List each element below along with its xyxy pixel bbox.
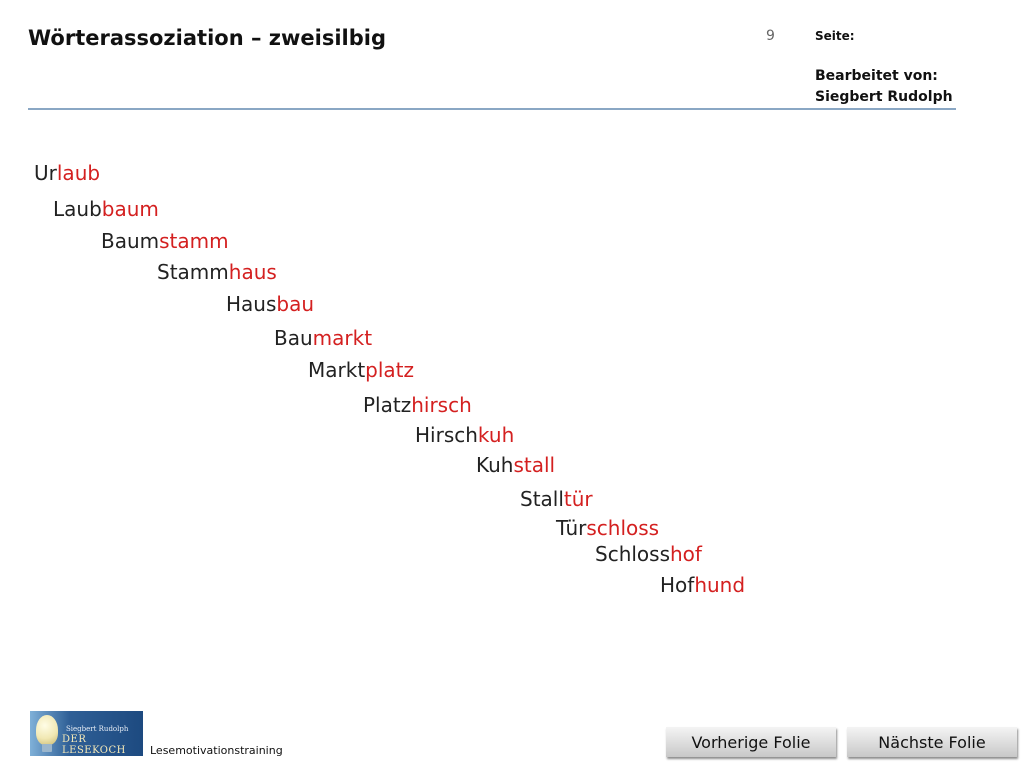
word-first-part: Platz (363, 393, 412, 417)
word-second-part: platz (365, 358, 415, 382)
word-first-part: Bau (274, 326, 313, 350)
word-second-part: hof (670, 542, 702, 566)
word-first-part: Hirsch (415, 423, 478, 447)
word-second-part: laub (56, 161, 101, 185)
chain-word: Urlaub (34, 161, 100, 185)
word-first-part: Stall (520, 487, 564, 511)
word-second-part: stall (513, 453, 556, 477)
chain-word: Hofhund (660, 573, 745, 597)
author-name: Siegbert Rudolph (815, 89, 953, 105)
lesekoch-logo: Siegbert Rudolph DER LESEKOCH (30, 711, 143, 756)
previous-slide-button[interactable]: Vorherige Folie (666, 727, 836, 757)
chain-word: Stalltür (520, 487, 593, 511)
edited-by-label: Bearbeitet von: (815, 68, 938, 84)
word-first-part: Haus (226, 292, 277, 316)
word-first-part: Hof (660, 573, 695, 597)
word-second-part: hund (694, 573, 746, 597)
logo-author-text: Siegbert Rudolph (66, 725, 129, 733)
word-first-part: Markt (308, 358, 366, 382)
chain-word: Baumstamm (101, 229, 229, 253)
word-second-part: markt (312, 326, 373, 350)
word-first-part: Kuh (476, 453, 514, 477)
chain-word: Schlosshof (595, 542, 702, 566)
word-second-part: hirsch (411, 393, 472, 417)
word-first-part: Tür (556, 516, 587, 540)
word-first-part: Ur (34, 161, 57, 185)
lightbulb-icon (36, 715, 58, 745)
word-second-part: bau (276, 292, 315, 316)
header-divider (28, 108, 956, 110)
lightbulb-base (42, 744, 52, 752)
author-block: Bearbeitet von: Siegbert Rudolph (815, 66, 953, 108)
chain-word: Hirschkuh (415, 423, 514, 447)
word-second-part: stamm (159, 229, 229, 253)
chain-word: Türschloss (556, 516, 659, 540)
logo-brand-text: DER LESEKOCH (62, 734, 126, 756)
chain-word: Hausbau (226, 292, 314, 316)
chain-word: Baumarkt (274, 326, 372, 350)
page-label: Seite: (815, 29, 855, 43)
chain-word: Stammhaus (157, 260, 277, 284)
word-first-part: Laub (53, 197, 102, 221)
chain-word: Kuhstall (476, 453, 555, 477)
next-slide-button[interactable]: Nächste Folie (847, 727, 1017, 757)
word-second-part: tür (563, 487, 593, 511)
word-first-part: Baum (101, 229, 160, 253)
page-number: 9 (766, 28, 775, 44)
word-second-part: kuh (477, 423, 515, 447)
chain-word: Platzhirsch (363, 393, 472, 417)
chain-word: Laubbaum (53, 197, 159, 221)
word-first-part: Stamm (157, 260, 229, 284)
word-second-part: schloss (586, 516, 660, 540)
word-second-part: baum (101, 197, 159, 221)
page-title: Wörterassoziation – zweisilbig (28, 26, 386, 50)
word-first-part: Schloss (595, 542, 670, 566)
program-label: Lesemotivationstraining (150, 744, 283, 757)
word-second-part: haus (228, 260, 277, 284)
chain-word: Marktplatz (308, 358, 414, 382)
